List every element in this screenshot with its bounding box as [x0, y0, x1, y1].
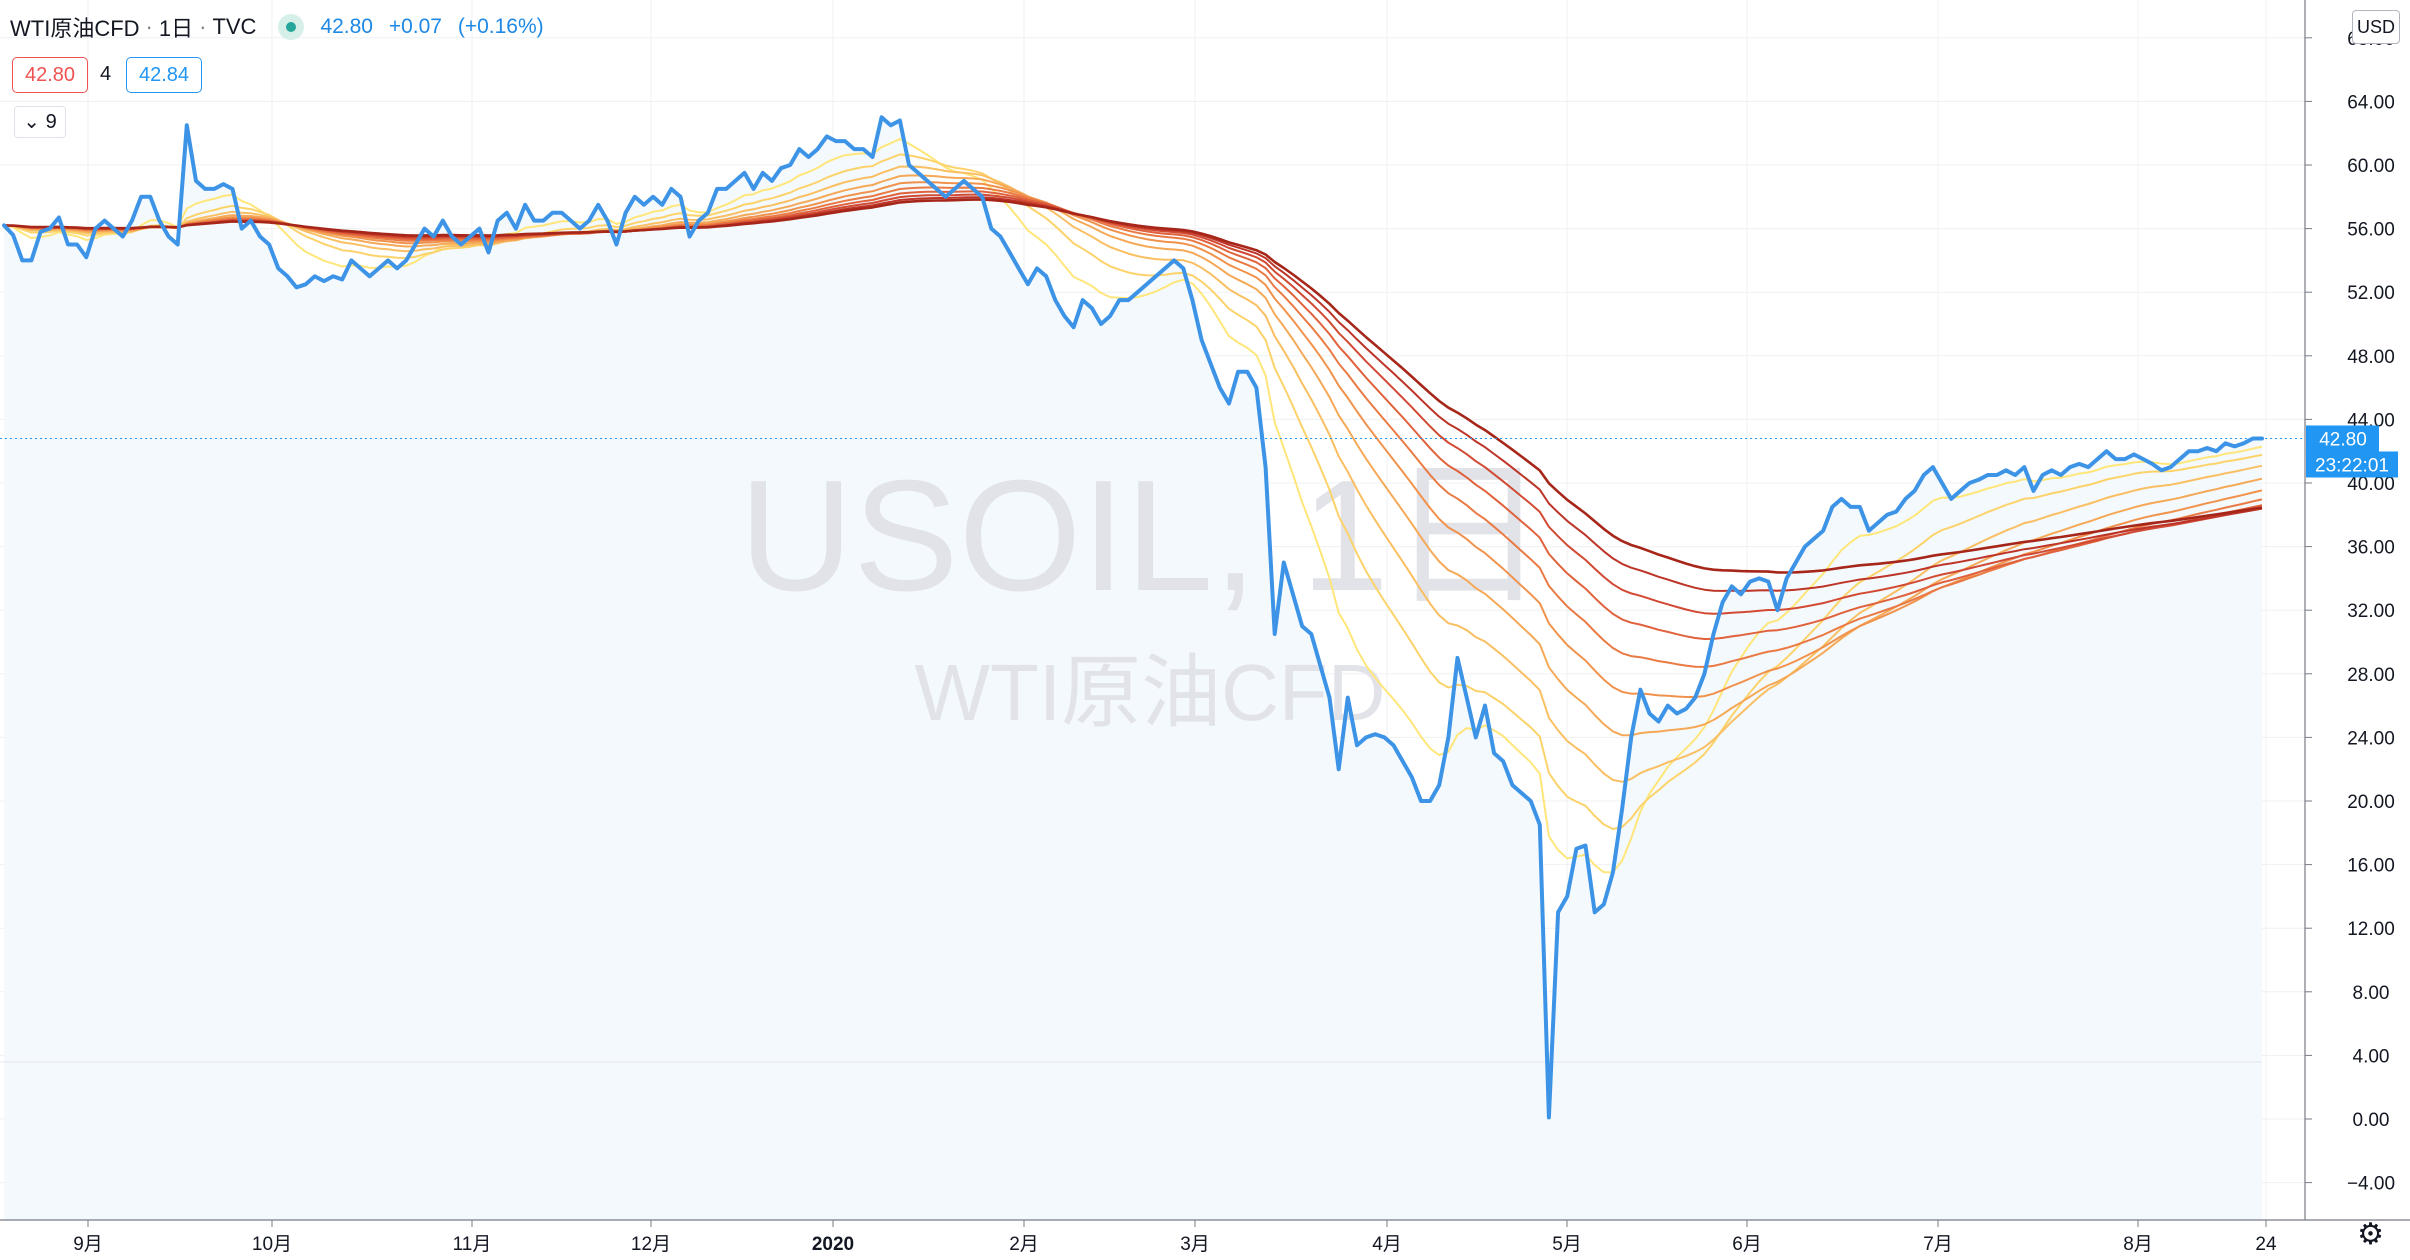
x-tick-label: 4月	[1372, 1234, 1402, 1255]
x-tick-label: 12月	[631, 1234, 671, 1255]
y-tick-label: 56.00	[2347, 220, 2395, 241]
x-tick-label: 8月	[2123, 1234, 2153, 1255]
y-tick-label: 12.00	[2347, 919, 2395, 940]
price-change: +0.07	[388, 15, 442, 38]
y-tick-label: 48.00	[2347, 347, 2395, 368]
area-fill	[4, 117, 2262, 1220]
quote-values: 42.80 +0.07 (+0.16%)	[320, 15, 553, 39]
symbol-name[interactable]: WTI原油CFD	[10, 16, 140, 41]
x-tick-label: 10月	[252, 1234, 292, 1255]
ma-line-40	[3, 174, 2263, 737]
gear-icon[interactable]: ⚙	[2357, 1218, 2384, 1251]
y-tick-label: 0.00	[2353, 1110, 2390, 1131]
y-tick-label: 24.00	[2347, 728, 2395, 749]
y-tick-label: 8.00	[2353, 983, 2390, 1004]
last-price-tag-bg	[2306, 425, 2379, 452]
time-axis[interactable]: 9月 10月 11月 12月 2020 2月 3月 4月 5月 6月 7月 8月 24	[0, 1219, 2410, 1255]
spread-value: 4	[100, 63, 112, 85]
ma-line-100	[3, 198, 2263, 574]
market-status-icon[interactable]	[278, 14, 305, 40]
chevron-down-icon: ⌄	[23, 111, 41, 133]
y-tick-label: 4.00	[2353, 1046, 2390, 1067]
x-tick-label: 2020	[812, 1234, 854, 1255]
last-price: 42.80	[320, 15, 373, 38]
price-axis[interactable]: 68.0064.0060.0056.0052.0048.0044.0040.00…	[2304, 0, 2395, 1220]
interval-label[interactable]: 1日	[158, 16, 194, 41]
x-tick-label: 9月	[73, 1234, 103, 1255]
currency-button[interactable]: USD	[2352, 10, 2400, 44]
x-tick-label: 5月	[1552, 1234, 1582, 1255]
indicators-toggle[interactable]: ⌄ 9	[14, 106, 66, 138]
buy-button[interactable]: 42.84	[126, 57, 203, 93]
y-tick-label: 32.00	[2347, 601, 2395, 622]
y-tick-label: 36.00	[2347, 538, 2395, 559]
price-change-pct: (+0.16%)	[457, 15, 544, 38]
y-tick-label: 40.00	[2347, 474, 2395, 495]
ma-line-60	[3, 186, 2263, 668]
y-tick-label: 60.00	[2347, 156, 2395, 177]
indicator-count: 9	[45, 111, 57, 133]
y-tick-label: 16.00	[2347, 856, 2395, 877]
ma-line-70	[3, 190, 2263, 640]
countdown-tag-bg	[2306, 451, 2398, 478]
price-line	[2, 115, 2264, 1120]
y-tick-label: 28.00	[2347, 665, 2395, 686]
y-tick-label: 52.00	[2347, 283, 2395, 304]
price-area	[0, 117, 2262, 1220]
watermark-main: USOIL, 1日	[739, 448, 1547, 624]
y-tick-label: 20.00	[2347, 792, 2395, 813]
watermark: USOIL, 1日 WTI原油CFD	[739, 448, 1547, 737]
x-tick-label: 2月	[1009, 1234, 1039, 1255]
watermark-sub: WTI原油CFD	[914, 648, 1385, 737]
x-tick-label: 11月	[453, 1234, 492, 1255]
x-tick-label: 7月	[1923, 1234, 1953, 1255]
ma-line-80	[3, 193, 2263, 615]
ma-line-30	[3, 165, 2263, 783]
countdown-tag: 23:22:01	[2315, 455, 2389, 476]
last-price-tag: 42.80	[2319, 429, 2367, 450]
price-tags: 42.80 23:22:01	[2306, 425, 2398, 478]
sell-button[interactable]: 42.80	[12, 57, 89, 93]
ma-line-20	[3, 153, 2263, 830]
x-tick-label: 24	[2255, 1234, 2277, 1255]
y-tick-label: 64.00	[2347, 92, 2395, 113]
x-tick-label: 6月	[1732, 1234, 1762, 1255]
exchange-label: TVC	[212, 14, 257, 39]
y-tick-label: −4.00	[2347, 1174, 2395, 1195]
symbol-header[interactable]: WTI原油CFD · 1日 · TVC 42.80 +0.07 (+0.16%)	[10, 10, 554, 44]
x-tick-label: 3月	[1180, 1234, 1210, 1255]
ma-line-50	[3, 181, 2263, 698]
price-series[interactable]	[2, 115, 2264, 1120]
